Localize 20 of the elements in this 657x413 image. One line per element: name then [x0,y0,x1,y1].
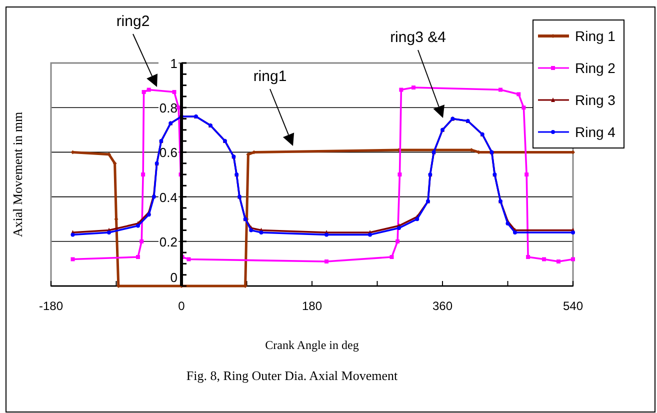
annotation: ring1 [253,68,287,85]
caption: Fig. 8, Ring Outer Dia. Axial Movement [186,368,398,383]
legend-label: Ring 3 [575,92,616,108]
legend-label: Ring 1 [575,28,616,44]
x-axis-title: Crank Angle in deg [265,338,359,352]
text: ring2 [116,13,150,30]
y-tick-label: 0.4 [159,190,178,205]
y-tick-label: 0.6 [159,145,178,160]
legend-label: Ring 2 [575,60,616,76]
y-tick-label: 0.8 [159,100,178,116]
x-tick-label: 360 [432,299,453,313]
y-tick-label: 0 [170,270,178,285]
x-tick-label: 540 [562,299,584,313]
y-tick-label: 1 [170,56,178,71]
x-tick-label: -180 [38,299,64,313]
legend-label: Ring 4 [575,124,616,140]
text: ring3 &4 [390,29,446,46]
x-tick-label: 180 [302,299,322,313]
y-axis-title: Axial Movement in mm [10,112,25,238]
y-tick-label: 0.2 [159,234,178,250]
